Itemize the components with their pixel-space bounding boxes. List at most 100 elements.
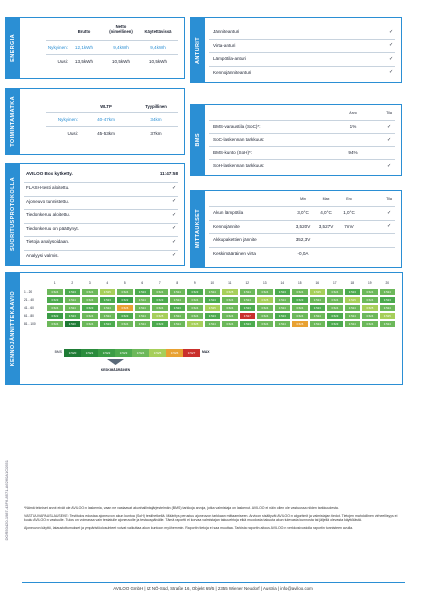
cell: 3.524 bbox=[361, 288, 379, 296]
cell: 3.523 bbox=[98, 296, 116, 304]
row-label: Uusi: bbox=[67, 131, 78, 136]
header: Min bbox=[300, 197, 306, 201]
cell: 3.524 bbox=[343, 320, 361, 328]
cell-chart-strip: KENNOJÄNNITTEKAAVIO bbox=[6, 273, 20, 384]
cell: 3.523 bbox=[151, 320, 169, 328]
cell: 3.523 bbox=[273, 288, 291, 296]
cell: 3.524 bbox=[116, 320, 134, 328]
cell: 3.524 bbox=[151, 304, 169, 312]
row-label: SoH-laskennan tarkkuus: bbox=[213, 163, 265, 168]
sep bbox=[209, 159, 395, 160]
cell: 3.523 bbox=[238, 304, 256, 312]
range-panel: TOIMINTAMATKA WLTP Tyypillinen Nykyinen:… bbox=[5, 88, 185, 155]
value: 7mV bbox=[344, 223, 354, 229]
check-icon bbox=[172, 252, 176, 258]
value: 10,5kWh bbox=[148, 59, 168, 64]
sensor: Kennojänniteanturi bbox=[213, 69, 252, 75]
cell: 3.524 bbox=[168, 288, 186, 296]
footer: AVILOO GmbH | IZ NÖ-Süd, Straße 16, Obje… bbox=[113, 586, 313, 591]
cell: 3.524 bbox=[256, 320, 274, 328]
cell: 3.524 bbox=[203, 320, 221, 328]
sep bbox=[209, 38, 395, 40]
column-label: 12 bbox=[245, 281, 250, 285]
side-code: DOR50420-1987-43F6-8571-A6260A1C0551 bbox=[4, 460, 9, 541]
cell: 3.523 bbox=[98, 320, 116, 328]
footnote: *Nämä tekniset arvot eivät ole AVILOO:n … bbox=[24, 506, 339, 510]
check-icon bbox=[387, 124, 391, 130]
cell: 3.524 bbox=[116, 288, 134, 296]
legend-swatch: 3.526 bbox=[166, 349, 183, 357]
column-label: 11 bbox=[228, 281, 232, 285]
value: 352,3V bbox=[295, 237, 311, 242]
measurements-panel: MITTAUKSET Min Max Ero Tila Akun lämpötila 3,… bbox=[190, 190, 402, 268]
cell: 3.524 bbox=[361, 296, 379, 304]
legend-start: BMS bbox=[54, 350, 62, 354]
cell: 3.525 bbox=[256, 296, 274, 304]
step: FLASH-testi aloitettu. bbox=[26, 185, 70, 190]
cell: 3.524 bbox=[378, 288, 396, 296]
footnote: Ajoneuvon käyttö, lataustottumukset ja y… bbox=[24, 525, 354, 530]
value: 9,4kWh bbox=[150, 45, 166, 50]
cell: 3.525 bbox=[343, 296, 361, 304]
sep bbox=[24, 195, 178, 197]
cell: 3.524 bbox=[151, 288, 169, 296]
sep bbox=[209, 233, 395, 234]
row-label: SoC-laskennan tarkkuus: bbox=[213, 137, 265, 142]
header: Tyypillinen bbox=[145, 104, 167, 109]
cell-chart-panel: KENNOJÄNNITTEKAAVIO BMS MAX KESKIMÄÄRÄIN… bbox=[5, 272, 403, 385]
cell: 3.525 bbox=[361, 304, 379, 312]
sep bbox=[209, 65, 395, 67]
row-label: Nykyinen: bbox=[47, 45, 68, 50]
row-label: 41 - 60 bbox=[24, 305, 34, 310]
measurements-strip: MITTAUKSET bbox=[191, 191, 205, 267]
value: -0,0A bbox=[297, 250, 309, 256]
column-label: 7 bbox=[158, 281, 161, 285]
cell: 3.524 bbox=[273, 304, 291, 312]
cell: 3.523 bbox=[63, 288, 81, 296]
value: 34km bbox=[150, 117, 162, 122]
cell: 3.526 bbox=[291, 320, 309, 328]
value: 1,0°C bbox=[343, 210, 355, 215]
cell: 3.524 bbox=[46, 320, 64, 328]
step: Analyysi valmis. bbox=[26, 252, 59, 258]
check-icon bbox=[387, 210, 391, 216]
value: 3,0°C bbox=[297, 210, 309, 215]
cell: 3.525 bbox=[203, 304, 221, 312]
protocol-title: SUORITUSPROTOKOLLA bbox=[10, 177, 16, 252]
cell: 3.524 bbox=[256, 304, 274, 312]
cell: 3.524 bbox=[133, 304, 151, 312]
column-label: 4 bbox=[106, 281, 109, 285]
check-icon bbox=[389, 69, 393, 75]
value: 4,0°C bbox=[320, 210, 332, 215]
cell: 3.523 bbox=[133, 288, 151, 296]
cell: 3.523 bbox=[326, 320, 344, 328]
cell: 3.524 bbox=[308, 312, 326, 320]
cell: 3.523 bbox=[343, 288, 361, 296]
column-label: 14 bbox=[280, 281, 285, 285]
sep bbox=[24, 222, 178, 224]
column-label: 2 bbox=[71, 281, 74, 285]
footnote: VASTUUVAPAUSLAUSEKE: Testitulos edustaa … bbox=[24, 513, 398, 523]
bms-strip: BMS bbox=[191, 105, 205, 175]
value: 94% bbox=[348, 150, 358, 155]
cell: 3.524 bbox=[186, 312, 204, 320]
sep bbox=[209, 206, 395, 207]
cell: 3.524 bbox=[238, 296, 256, 304]
header: Arvo bbox=[349, 111, 357, 115]
cell: 3.524 bbox=[378, 320, 396, 328]
cell: 3.524 bbox=[168, 312, 186, 320]
cell: 3.525 bbox=[378, 312, 396, 320]
cell: 3.524 bbox=[221, 304, 239, 312]
row-label: Nykyinen: bbox=[57, 117, 78, 122]
check-icon bbox=[389, 56, 393, 62]
cell: 3.522 bbox=[46, 312, 64, 320]
check-icon bbox=[172, 225, 176, 231]
check-icon bbox=[172, 185, 176, 191]
row-label: 21 - 40 bbox=[24, 297, 34, 302]
footnotes: *Nämä tekniset arvot eivät ole AVILOO:n … bbox=[24, 506, 402, 533]
cell: 3.523 bbox=[273, 312, 291, 320]
column-label: 17 bbox=[332, 281, 337, 285]
cell: 3.522 bbox=[116, 296, 134, 304]
sensor: Jänniteanturi bbox=[213, 29, 240, 34]
cell: 3.523 bbox=[151, 296, 169, 304]
